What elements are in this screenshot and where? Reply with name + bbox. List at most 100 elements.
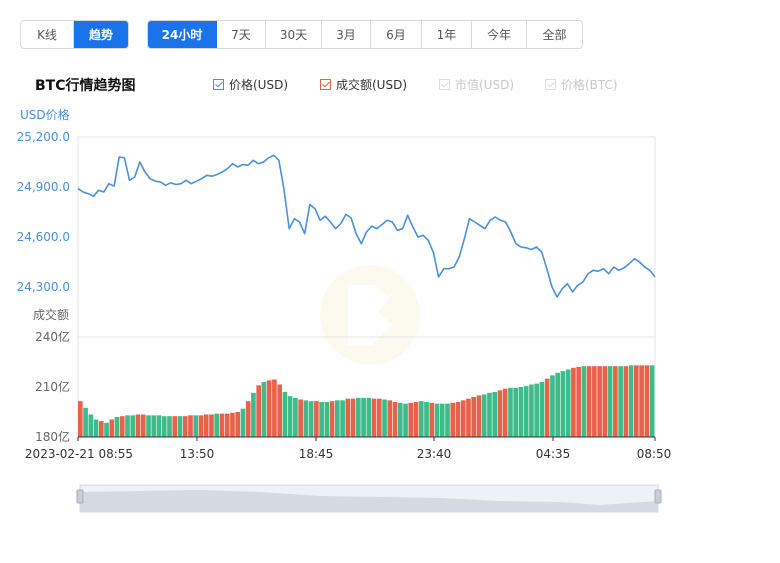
volume-bar [382, 399, 387, 437]
volume-bar [114, 417, 120, 437]
volume-bar [224, 413, 230, 437]
tab-trend[interactable]: 趋势 [74, 21, 128, 48]
volume-bar [644, 365, 650, 437]
volume-bar [104, 422, 109, 437]
legend-price-usd[interactable]: 价格(USD) [213, 76, 288, 93]
volume-bar [177, 416, 183, 437]
price-tick-label: 25,200.0 [17, 130, 70, 144]
volume-bar [240, 408, 246, 437]
volume-bar [613, 366, 618, 437]
volume-bar [361, 397, 366, 437]
volume-bar [245, 401, 251, 437]
volume-bar [534, 383, 539, 437]
volume-bar [256, 385, 261, 437]
volume-bar [350, 398, 356, 437]
checkbox-icon [213, 79, 224, 90]
zoom-handle-left[interactable] [76, 489, 84, 504]
legend-label: 价格(USD) [229, 78, 289, 92]
volume-bar [266, 380, 272, 437]
volume-bar [188, 415, 193, 437]
volume-bar [544, 378, 550, 437]
volume-bar [460, 400, 466, 437]
volume-bar [88, 414, 94, 437]
volume-bar [146, 415, 151, 437]
volume-bar [303, 400, 309, 437]
price-axis-ticks: 24,300.0 24,600.0 24,900.0 25,200.0 [17, 130, 70, 294]
volume-bar [408, 402, 414, 437]
volume-bar [366, 397, 372, 437]
volume-bar [513, 387, 519, 437]
zoom-handle-right[interactable] [654, 489, 662, 504]
volume-bar [403, 403, 408, 437]
volume-bar [481, 394, 487, 437]
volume-bar [319, 402, 324, 437]
volume-bar [639, 365, 644, 437]
volume-tick-label: 210亿 [35, 379, 70, 394]
volume-bar [586, 366, 592, 437]
volume-bar [335, 400, 340, 437]
legend-label: 成交额(USD) [336, 78, 408, 92]
range-30d[interactable]: 30天 [266, 21, 322, 48]
volume-bar [392, 402, 398, 437]
volume-bar [539, 382, 545, 437]
volume-bar [329, 401, 335, 437]
range-7d[interactable]: 7天 [217, 21, 266, 48]
legend-label: 市值(USD) [455, 78, 515, 92]
volume-bar [298, 399, 303, 437]
volume-bar [376, 398, 382, 437]
volume-bar [429, 402, 435, 437]
volume-bar [492, 392, 498, 437]
volume-bar [471, 397, 477, 437]
price-series-line [77, 154, 656, 298]
legend-label: 价格(BTC) [561, 78, 618, 92]
volume-bar [387, 400, 393, 437]
zoom-slider[interactable] [76, 484, 662, 513]
volume-bar [439, 403, 445, 437]
legend-price-btc[interactable]: 价格(BTC) [545, 76, 618, 93]
price-axis-title: USD价格 [20, 107, 70, 122]
range-6m[interactable]: 6月 [371, 21, 422, 48]
volume-bar [434, 403, 440, 437]
range-24h[interactable]: 24小时 [148, 21, 217, 48]
volume-bar [277, 384, 282, 437]
range-3m[interactable]: 3月 [322, 21, 371, 48]
volume-bar [135, 414, 141, 437]
volume-bar [198, 415, 204, 437]
volume-bar [445, 403, 450, 437]
volume-bar [230, 412, 235, 437]
volume-bar [340, 400, 345, 437]
chart-title: BTC行情趋势图 [35, 78, 136, 94]
volume-bar [550, 375, 555, 437]
volume-bar [345, 398, 351, 437]
volume-bar [529, 384, 534, 437]
volume-bar [607, 366, 613, 437]
volume-bar [476, 395, 482, 437]
volume-bar [125, 415, 130, 437]
tab-kline[interactable]: K线 [21, 21, 74, 48]
x-tick-label: 23:40 [417, 447, 452, 461]
range-1y[interactable]: 1年 [422, 21, 472, 48]
volume-bar [214, 413, 220, 437]
volume-axis-title: 成交额 [33, 307, 69, 322]
volume-bar [251, 392, 256, 437]
volume-bar [418, 401, 424, 437]
volume-bar [219, 413, 225, 437]
volume-bar [130, 415, 136, 437]
range-all[interactable]: 全部 [542, 28, 567, 42]
grid [77, 136, 656, 437]
volume-bar [209, 414, 214, 437]
volume-bar [592, 366, 597, 437]
legend-volume-usd[interactable]: 成交额(USD) [320, 76, 407, 93]
volume-bar [182, 416, 188, 437]
checkbox-icon [320, 79, 331, 90]
range-ytd[interactable]: 今年 [472, 21, 527, 48]
volume-bar [235, 412, 241, 437]
volume-bar [272, 379, 277, 437]
volume-bar [109, 419, 115, 437]
volume-bar [565, 369, 571, 437]
volume-bar [450, 402, 456, 437]
legend-marketcap-usd[interactable]: 市值(USD) [439, 76, 514, 93]
volume-bar [203, 414, 209, 437]
volume-bar [497, 390, 503, 437]
